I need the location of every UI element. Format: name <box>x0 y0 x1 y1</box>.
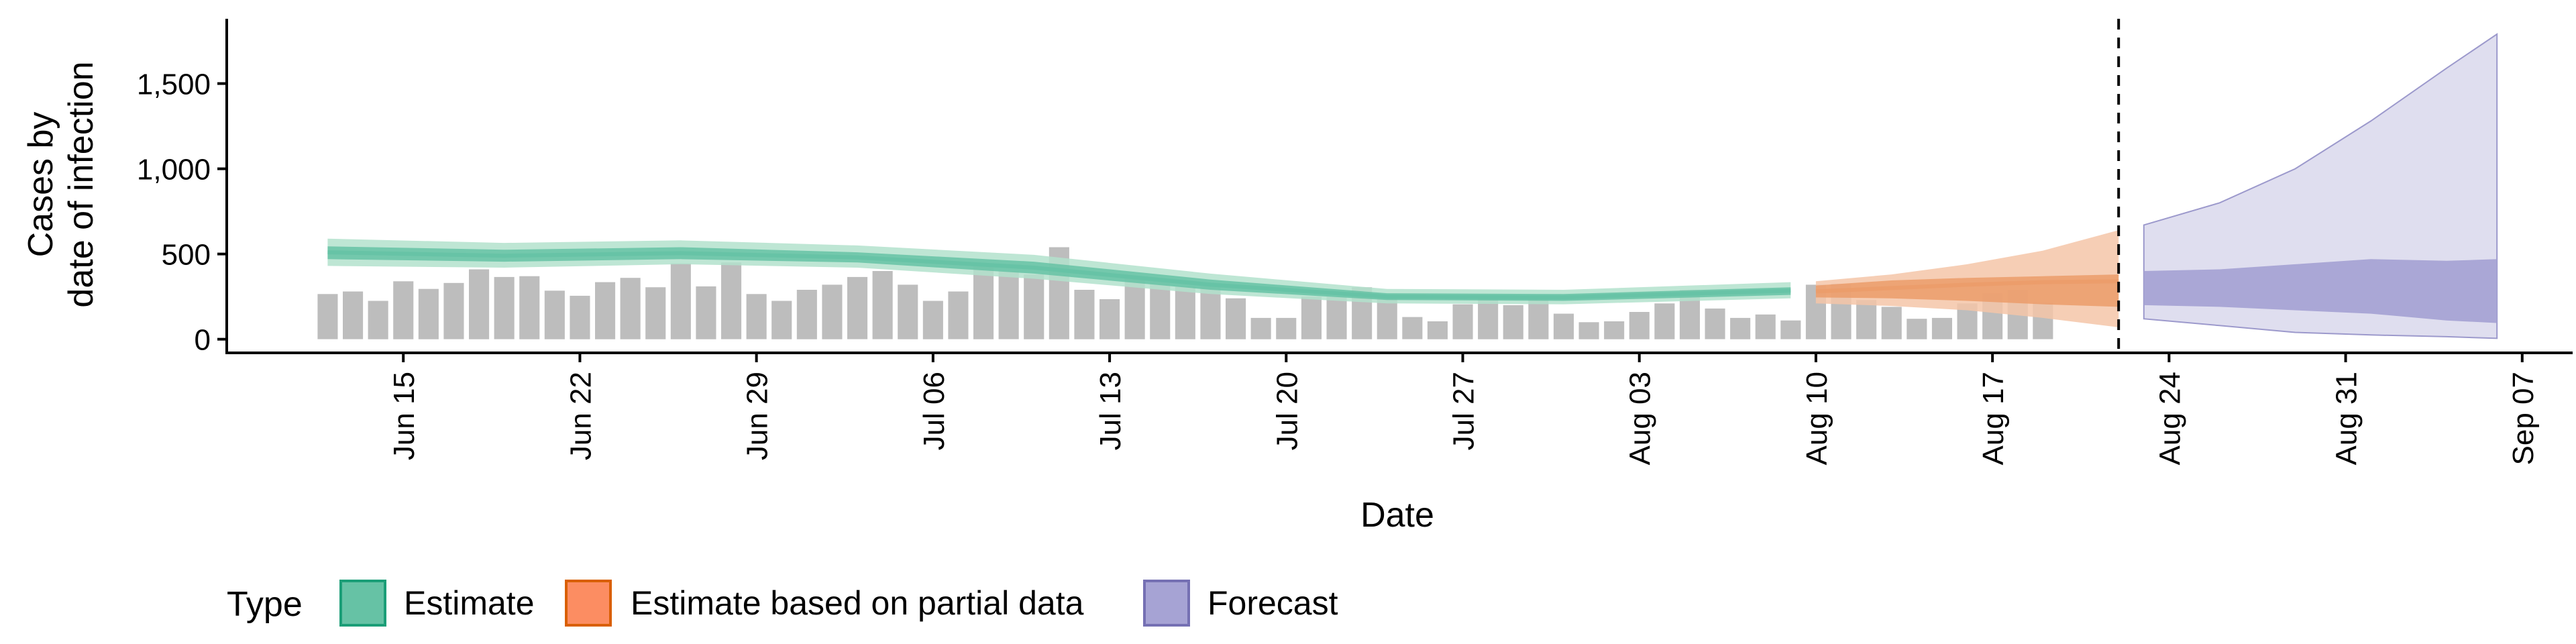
estimate-median-line <box>327 250 1791 300</box>
x-tick-label: Aug 10 <box>1801 372 1833 465</box>
case-bar <box>1074 290 1095 339</box>
case-bar <box>948 291 969 339</box>
case-bar <box>771 301 792 339</box>
case-bar <box>1931 317 1952 339</box>
x-tick-label: Sep 07 <box>2507 372 2540 465</box>
case-bar <box>721 262 742 339</box>
legend-title: Type <box>227 585 303 624</box>
case-bar <box>469 269 490 339</box>
case-bar <box>1881 307 1902 339</box>
case-bar <box>998 271 1019 339</box>
x-tick-label: Jul 06 <box>918 372 951 450</box>
case-bar <box>1124 278 1145 339</box>
case-bar <box>1024 274 1044 339</box>
y-tick-label: 0 <box>195 324 211 357</box>
case-bar <box>1276 317 1297 339</box>
case-bar <box>570 295 590 339</box>
x-tick-label: Aug 03 <box>1624 372 1657 465</box>
case-bar <box>796 290 817 339</box>
case-bar <box>368 301 388 339</box>
case-bar <box>1654 303 1675 339</box>
x-tick-label: Aug 17 <box>1977 372 2010 465</box>
case-bar <box>696 286 716 339</box>
case-bar <box>1604 321 1625 339</box>
x-tick-label: Jul 20 <box>1271 372 1303 450</box>
case-bar <box>847 276 868 339</box>
case-bar <box>1705 308 1725 339</box>
legend-label-forecast: Forecast <box>1208 584 1338 622</box>
legend-label-estimate: Estimate <box>404 584 535 622</box>
case-bar <box>1503 305 1523 339</box>
legend-swatch-estimate <box>339 580 386 627</box>
legend-swatch-forecast <box>1143 580 1190 627</box>
case-bar <box>922 301 943 339</box>
case-bar <box>1730 317 1751 339</box>
case-bar <box>1200 286 1221 339</box>
case-bar <box>746 294 767 339</box>
legend: Type Estimate Estimate based on partial … <box>227 580 1338 627</box>
legend-swatch-partial <box>565 580 612 627</box>
case-bar <box>393 281 414 339</box>
case-bar <box>645 287 666 339</box>
case-bar <box>1452 304 1473 339</box>
case-bar <box>1553 313 1574 339</box>
estimate-inner-band <box>327 246 1791 301</box>
x-tick-label: Aug 31 <box>2330 372 2363 465</box>
x-tick-label: Jun 29 <box>741 372 774 460</box>
case-bar <box>1427 321 1448 339</box>
case-bar <box>1755 314 1776 339</box>
case-bar <box>670 263 691 339</box>
legend-label-partial: Estimate based on partial data <box>631 584 1084 622</box>
case-bar <box>1150 281 1171 339</box>
case-bar <box>620 278 641 339</box>
case-bar <box>1578 322 1599 339</box>
case-bar <box>1175 286 1195 339</box>
case-bar <box>519 276 540 339</box>
forecast-inner-band <box>2143 259 2498 323</box>
case-bar <box>1907 319 1927 339</box>
case-bar <box>1856 300 1877 339</box>
case-bar <box>1250 317 1271 339</box>
y-tick-label: 1,000 <box>137 154 211 186</box>
estimate-based-on-partial-data-median-line <box>1815 279 2119 294</box>
x-tick-label: Jun 22 <box>564 372 597 460</box>
case-bar <box>1301 297 1322 339</box>
case-bar <box>494 276 515 339</box>
case-bar <box>822 284 843 339</box>
axes <box>225 19 2573 354</box>
x-axis-ticks: Jun 15 Jun 22 Jun 29 Jul 06 Jul 13 Jul 20 Jul … <box>388 353 2540 465</box>
case-bar <box>1326 297 1347 339</box>
case-bar <box>317 294 338 339</box>
case-bar <box>443 282 464 339</box>
case-bar <box>1226 298 1246 339</box>
x-tick-label: Jun 15 <box>388 372 421 460</box>
case-bar <box>595 282 616 339</box>
y-axis-title-line-2: date of infection <box>62 61 101 307</box>
y-tick-label: 500 <box>162 239 211 272</box>
y-axis-ticks: 0 500 1,000 1,500 <box>137 68 227 357</box>
case-bar <box>1780 320 1801 339</box>
x-tick-label: Jul 13 <box>1094 372 1127 450</box>
case-bar <box>343 291 364 339</box>
case-bar <box>1402 317 1423 339</box>
case-bar <box>418 288 439 339</box>
x-tick-label: Jul 27 <box>1448 372 1481 450</box>
x-axis-title: Date <box>1360 496 1434 535</box>
case-bar <box>544 290 565 339</box>
estimate-bands <box>327 33 2498 339</box>
x-tick-label: Aug 24 <box>2153 372 2186 465</box>
case-bar <box>973 264 994 339</box>
case-bar <box>1629 312 1650 339</box>
y-tick-label: 1,500 <box>137 68 211 101</box>
y-axis-title-line-1: Cases by <box>21 112 60 258</box>
case-bar <box>898 284 918 339</box>
case-bar <box>1099 299 1120 339</box>
case-bar <box>872 271 893 339</box>
